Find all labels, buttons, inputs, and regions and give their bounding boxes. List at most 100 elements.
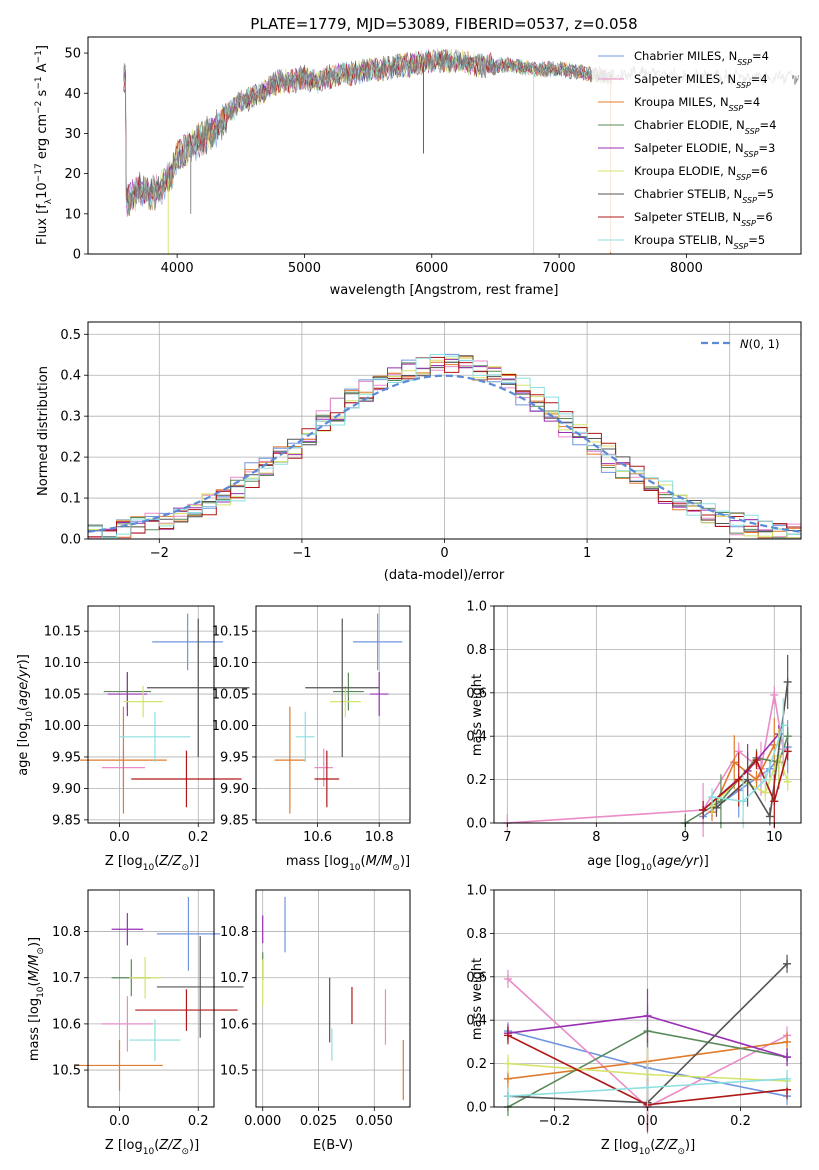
weight_vs_Z-xtick-label: 0.0 [637,1114,658,1129]
residuals-xtick-label: −1 [292,546,311,561]
weight-z-ylabel: mass weight [470,958,485,1040]
age_vs_mass-xtick-label: 10.6 [303,830,332,845]
spectrum-ytick-label: 20 [64,167,81,182]
mass_vs_Z-ytick-label: 10.5 [52,1064,81,1079]
legend-entry: Kroupa ELODIE, NSSP=6 [634,164,768,182]
weight_vs_age-ytick-label: 0.0 [466,817,487,832]
mass-z-ylabel: mass [log10(M/M⊙)] [27,937,46,1061]
age_vs_Z-ytick-label: 9.90 [52,782,81,797]
mass_vs_Z-axes-frame [87,889,215,1108]
mass_vs_EBV-xtick-label: 0.000 [244,1114,281,1129]
residual-hist-kroupa-elodie [87,357,801,539]
residuals-xlabel: (data-model)/error [384,568,505,583]
weight_vs_Z-ytick-label: 0.2 [466,1057,487,1072]
spectrum-xtick-label: 8000 [670,261,703,276]
weight_vs_age-xtick-label: 8 [592,830,600,845]
weight_vs_age-ytick-label: 0.6 [466,686,487,701]
residuals-ytick-label: 0.2 [60,451,81,466]
age_vs_Z-ytick-label: 9.85 [52,813,81,828]
weight_vs_Z-ytick-label: 0.4 [466,1014,487,1029]
age_vs_mass-ytick-label: 10.00 [212,719,249,734]
weight_vs_Z-xtick-label: −0.2 [539,1114,571,1129]
residuals-xtick-label: 2 [726,546,734,561]
age_vs_mass-ytick-label: 9.85 [220,813,249,828]
spectrum-xtick-label: 5000 [288,261,321,276]
age_vs_mass-ytick-label: 9.90 [220,782,249,797]
age_vs_Z-xtick-label: 0.2 [188,830,209,845]
residuals-xtick-label: −2 [150,546,169,561]
age_vs_Z-axes-frame [87,605,215,824]
mass_vs_EBV-xtick-label: 0.050 [356,1114,393,1129]
age-z-ylabel: age [log10(age/yr)] [16,654,35,776]
age_vs_Z-ytick-label: 10.15 [44,625,81,640]
mass_vs_Z-ytick-label: 10.8 [52,925,81,940]
residuals-ylabel: Normed distribution [36,366,51,496]
spectrum-ytick-label: 50 [64,47,81,62]
weight-z-xlabel: Z [log10(Z/Z⊙)] [601,1138,695,1157]
spectrum-xtick-label: 7000 [543,261,576,276]
spectrum-ytick-label: 30 [64,127,81,142]
age-mass-xlabel: mass [log10(M/M⊙)] [286,854,410,873]
legend-entry: Chabrier STELIB, NSSP=5 [634,187,774,205]
mass_vs_Z-ytick-label: 10.6 [52,1017,81,1032]
mass_vs_EBV-axes-frame [255,889,411,1108]
mass_vs_Z-xtick-label: 0.0 [109,1114,130,1129]
legend-entry: Kroupa STELIB, NSSP=5 [634,233,765,251]
legend-entry: Salpeter MILES, NSSP=4 [634,72,768,90]
age_vs_mass-xtick-label: 10.8 [365,830,394,845]
mass_vs_Z-xtick-label: 0.2 [188,1114,209,1129]
weight_vs_age-ytick-label: 1.0 [466,600,487,615]
weight_vs_age-ytick-label: 0.4 [466,730,487,745]
residuals-ytick-label: 0.0 [60,533,81,548]
legend-entry: Salpeter ELODIE, NSSP=3 [634,141,775,159]
mass_vs_EBV-ytick-label: 10.6 [220,1017,249,1032]
text-layer: PLATE=1779, MJD=53089, FIBERID=0537, z=0… [16,15,783,1157]
age_vs_Z-xtick-label: 0.0 [109,830,130,845]
age_vs_Z-ytick-label: 10.10 [44,656,81,671]
age_vs_Z-ytick-label: 9.95 [52,750,81,765]
weight_vs_Z-ytick-label: 0.6 [466,970,487,985]
legend-entry: Chabrier ELODIE, NSSP=4 [634,118,776,136]
age_vs_Z-ytick-label: 10.05 [44,688,81,703]
mass_vs_EBV-xtick-label: 0.025 [300,1114,337,1129]
weight_vs_Z-ytick-label: 0.0 [466,1101,487,1116]
weight_vs_age-ytick-label: 0.2 [466,773,487,788]
ebv-xlabel: E(B-V) [313,1138,353,1153]
mass_vs_EBV-ytick-label: 10.8 [220,925,249,940]
residuals-xtick-label: 1 [583,546,591,561]
age_vs_mass-ytick-label: 10.15 [212,625,249,640]
weight_vs_age-axes-frame [493,605,802,824]
age_vs_mass-ytick-label: 10.05 [212,688,249,703]
residuals-ytick-label: 0.3 [60,410,81,425]
weight-age-xlabel: age [log10(age/yr)] [587,854,709,873]
legend-entry: Chabrier MILES, NSSP=4 [634,49,769,67]
spectrum-ytick-label: 40 [64,87,81,102]
spectrum-xtick-label: 4000 [161,261,194,276]
weight_vs_Z-ytick-label: 0.8 [466,927,487,942]
spectrum-axes-frame [87,36,802,255]
spectrum-ytick-label: 10 [64,207,81,222]
residual-hist-salpeter-stelib [87,356,801,539]
spectrum-ytick-label: 0 [73,248,81,263]
age-z-xlabel: Z [log10(Z/Z⊙)] [105,854,199,873]
age_vs_Z-ytick-label: 10.00 [44,719,81,734]
residuals-xtick-label: 0 [440,546,448,561]
residual-hist-kroupa-stelib [87,354,801,539]
residuals-ytick-label: 0.5 [60,328,81,343]
weight_vs_age-xtick-label: 7 [503,830,511,845]
weight_vs_age-line-kroupa-stelib [711,725,784,803]
weight_vs_age-xtick-label: 9 [681,830,689,845]
weight_vs_age-line-chabrier-stelib [715,681,789,819]
mass_vs_EBV-ytick-label: 10.7 [220,971,249,986]
age_vs_mass-axes-frame [255,605,411,824]
spectrum-title: PLATE=1779, MJD=53089, FIBERID=0537, z=0… [250,15,637,33]
legend-entry: Salpeter STELIB, NSSP=6 [634,210,773,228]
spectrum-xtick-label: 6000 [415,261,448,276]
data-layer [76,48,802,1134]
mass_vs_EBV-ytick-label: 10.5 [220,1064,249,1079]
normal-legend-label: N(0, 1) [740,337,780,351]
spectrum-ylabel: Flux [fλ10−17 erg cm−2 s−1 A−1] [34,45,54,245]
spectrum-xlabel: wavelength [Angstrom, rest frame] [330,283,559,298]
normal-curve [87,374,802,533]
weight_vs_Z-ytick-label: 1.0 [466,884,487,899]
